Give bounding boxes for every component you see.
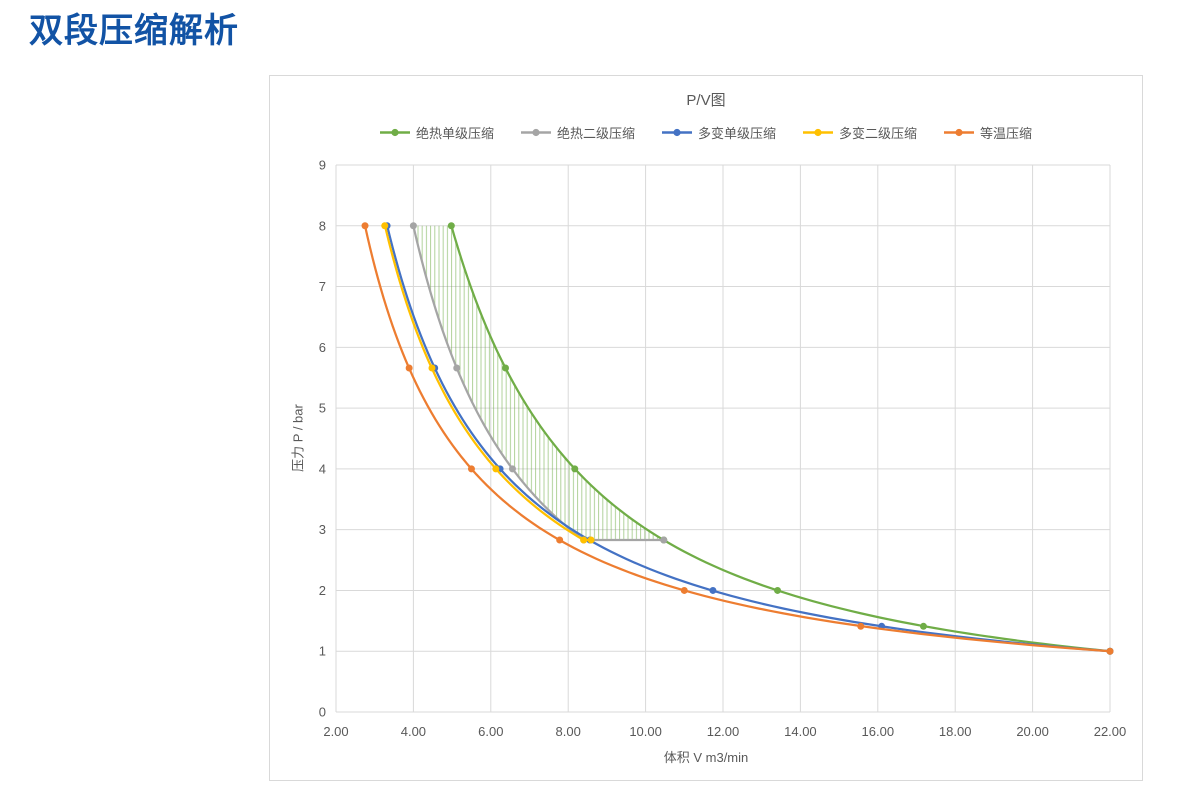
legend-item-2: 多变单级压缩: [661, 123, 776, 142]
legend-line-marker-icon: [520, 128, 551, 137]
data-point-marker: [405, 364, 413, 372]
data-point-marker: [453, 364, 461, 372]
x-tick-label: 2.00: [323, 724, 348, 739]
chart-legend: 绝热单级压缩 绝热二级压缩 多变单级压缩 多变二级压缩 等温压缩: [270, 123, 1142, 142]
data-point-marker: [428, 364, 436, 372]
chart-title: P/V图: [686, 92, 726, 109]
data-point-marker: [587, 536, 595, 544]
y-tick-label: 2: [319, 583, 326, 598]
data-point-marker: [1106, 647, 1114, 655]
data-point-marker: [556, 536, 564, 544]
data-point-marker: [467, 465, 475, 473]
legend-item-label: 绝热单级压缩: [415, 126, 494, 141]
x-tick-label: 10.00: [629, 724, 662, 739]
legend-item-1: 绝热二级压缩: [520, 123, 635, 142]
x-tick-label: 18.00: [939, 724, 972, 739]
x-tick-label: 22.00: [1094, 724, 1127, 739]
x-tick-label: 16.00: [862, 724, 895, 739]
x-tick-label: 20.00: [1016, 724, 1049, 739]
legend-item-0: 绝热单级压缩: [379, 123, 494, 142]
pv-chart: 2.00 4.00 6.00 8.00 10.00 12.00 14.00 16.00 18.0…: [319, 158, 1127, 740]
y-tick-label: 1: [319, 644, 326, 659]
x-tick-label: 8.00: [556, 724, 581, 739]
data-point-marker: [919, 622, 927, 630]
data-point-marker: [660, 536, 668, 544]
data-point-marker: [409, 222, 417, 230]
page-title: 双段压缩解析: [29, 12, 239, 50]
data-point-marker: [857, 622, 865, 630]
y-tick-label: 4: [319, 461, 326, 476]
series-line-3: [383, 224, 593, 542]
work-savings-hatch: [413, 225, 664, 540]
data-point-marker: [447, 222, 455, 230]
y-tick-label: 6: [319, 340, 326, 355]
x-tick-label: 12.00: [707, 724, 740, 739]
y-tick-label: 7: [319, 279, 326, 294]
x-tick-label: 4.00: [401, 724, 426, 739]
legend-line-marker-icon: [379, 128, 410, 137]
data-point-marker: [492, 465, 500, 473]
data-point-marker: [709, 586, 717, 594]
data-point-marker: [502, 364, 510, 372]
legend-line-marker-icon: [803, 128, 833, 137]
x-tick-label: 14.00: [784, 724, 817, 739]
series-line-0: [450, 224, 1112, 653]
series-line-1: [412, 224, 665, 542]
legend-item-3: 多变二级压缩: [803, 123, 917, 142]
data-point-marker: [508, 465, 516, 473]
legend-item-label: 等温压缩: [980, 126, 1033, 141]
data-point-marker: [580, 536, 588, 544]
data-point-marker: [774, 586, 782, 594]
data-point-marker: [680, 586, 688, 594]
legend-line-marker-icon: [661, 128, 692, 137]
y-tick-label: 0: [319, 705, 326, 720]
legend-item-label: 多变单级压缩: [697, 126, 776, 141]
y-axis-title: 压力 P / bar: [290, 404, 306, 472]
legend-item-label: 多变二级压缩: [839, 126, 918, 141]
data-point-marker: [361, 222, 369, 230]
data-point-marker: [381, 222, 389, 230]
y-tick-label: 9: [319, 158, 326, 173]
y-tick-label: 3: [319, 522, 326, 537]
x-tick-label: 6.00: [478, 724, 503, 739]
y-tick-label: 8: [319, 218, 326, 233]
x-axis-title: 体积 V m3/min: [663, 750, 749, 765]
legend-item-label: 绝热二级压缩: [556, 126, 635, 141]
y-tick-label: 5: [319, 401, 326, 416]
data-point-marker: [571, 465, 579, 473]
chart-card: P/V图 绝热单级压缩 绝热二级压缩 多变单级压缩 多变二级压缩 等温压缩 2.00 4.…: [269, 75, 1143, 781]
legend-item-4: 等温压缩: [944, 123, 1032, 142]
legend-line-marker-icon: [944, 128, 975, 137]
